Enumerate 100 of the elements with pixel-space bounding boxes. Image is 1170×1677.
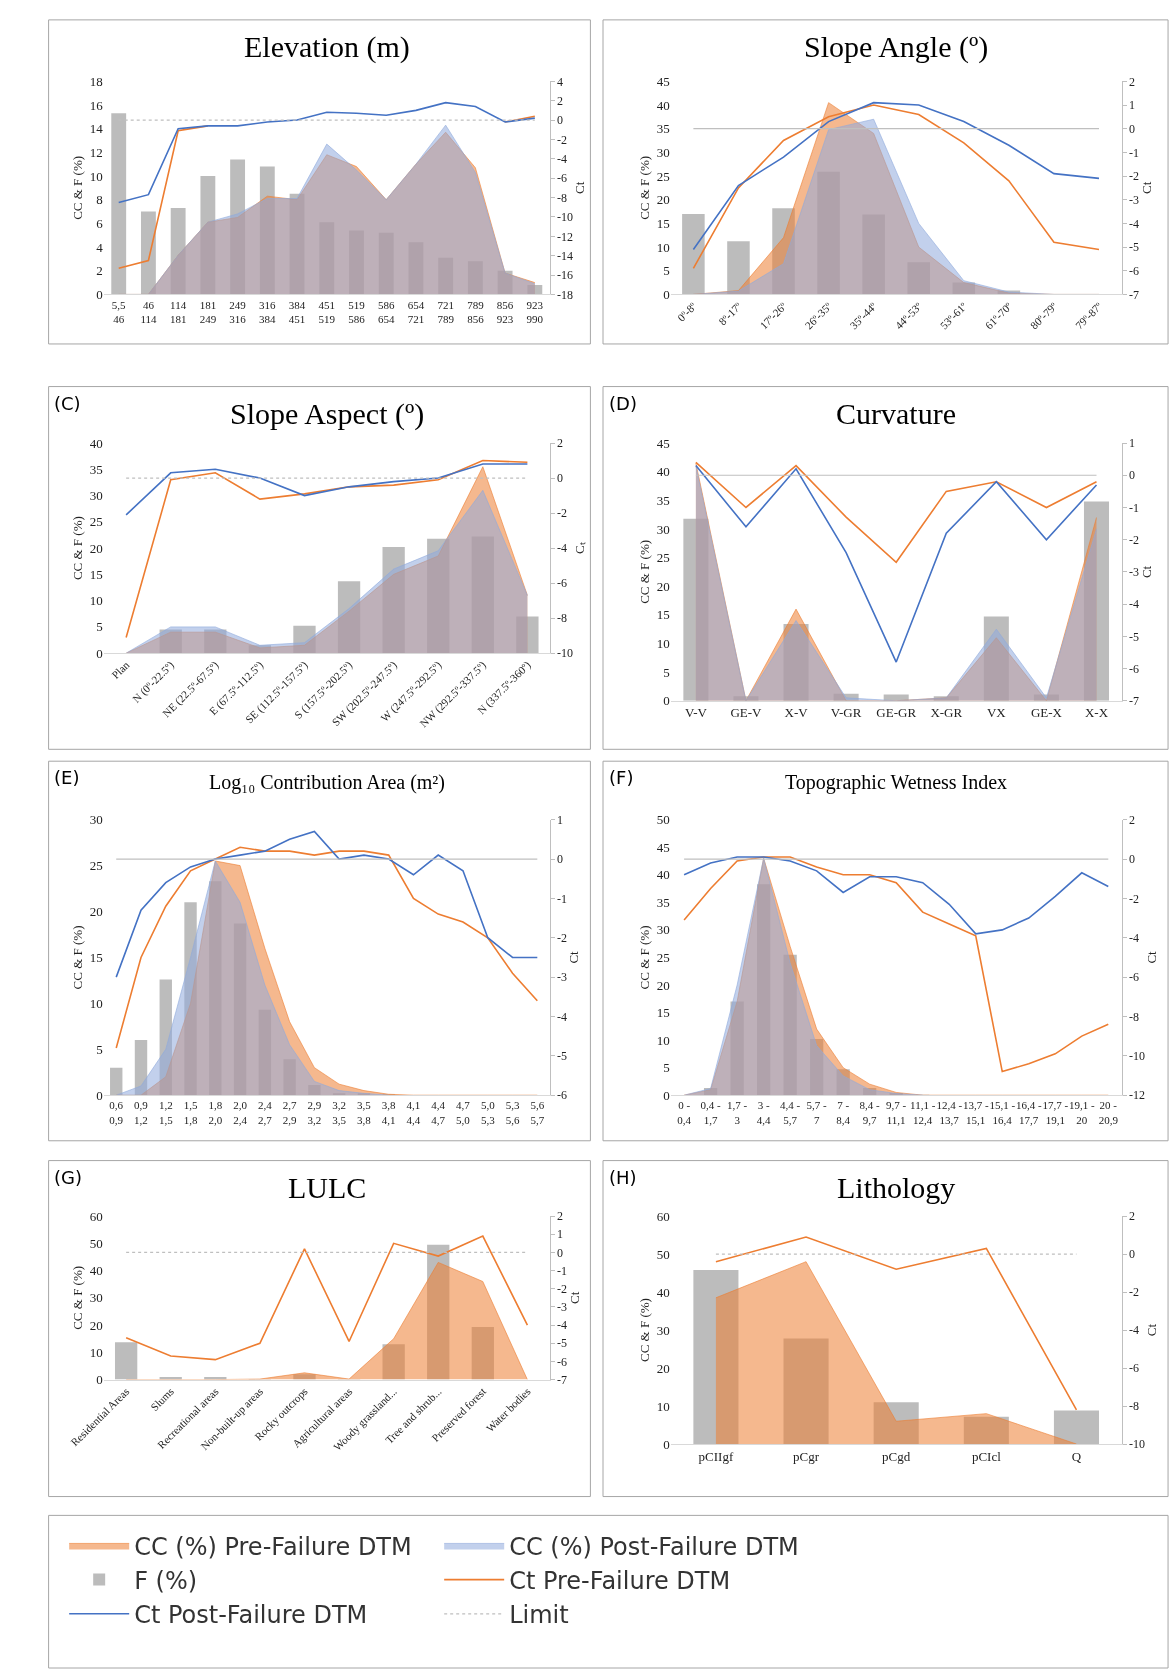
y-tick-label: 18 xyxy=(89,73,103,89)
text: (H) xyxy=(609,1167,637,1188)
y2-tick-label: -10 xyxy=(1128,1437,1145,1452)
y2-tick-label: -5 xyxy=(1128,240,1139,255)
x-tick-label: 316 384 xyxy=(259,298,277,325)
y-tick-label: 30 xyxy=(89,812,103,828)
y2-tick-label: 0 xyxy=(557,852,564,867)
chart-title: Curvature xyxy=(836,397,956,430)
y2-tick-label: 1 xyxy=(557,1227,564,1242)
x-tick-label: X-X xyxy=(1084,705,1109,721)
y2-tick-label: -7 xyxy=(1128,693,1139,708)
x-tick-label: pCIIgf xyxy=(698,1448,734,1464)
y2-tick-label: 1 xyxy=(557,812,564,827)
y-axis-title: CC & F (%) xyxy=(636,1298,652,1363)
y2-tick-label: -5 xyxy=(557,1049,568,1064)
y2-axis-title: Ct xyxy=(565,950,581,964)
x-tick-label: V-GR xyxy=(830,705,862,721)
chart-title: Lithology xyxy=(837,1171,956,1204)
y-tick-label: 10 xyxy=(89,168,103,184)
y-tick-label: 14 xyxy=(89,121,104,137)
x-tick-label: 19,1 - 20 xyxy=(1068,1099,1095,1126)
y2-axis-title: Ct xyxy=(1143,950,1159,964)
x-tick-label: 249 316 xyxy=(229,298,247,325)
y2-tick-label: 4 xyxy=(557,74,564,89)
text: (G) xyxy=(54,1167,82,1188)
y2-tick-label: 0 xyxy=(1128,852,1135,867)
y2-tick-label: -5 xyxy=(557,1336,568,1351)
y2-tick-label: -4 xyxy=(1128,930,1139,945)
y-tick-label: 10 xyxy=(656,1032,670,1048)
x-tick-label: 181 249 xyxy=(199,298,217,325)
y-tick-label: 35 xyxy=(89,461,103,477)
y-axis-title: CC & F (%) xyxy=(69,155,85,220)
x-tick-label: 856 923 xyxy=(496,298,514,325)
y2-tick-label: -2 xyxy=(1128,1285,1139,1300)
x-tick-label: V-V xyxy=(684,705,708,721)
x-tick-label: 13,7 - 15,1 xyxy=(962,1099,989,1126)
legend-label: CC (%) Pre-Failure DTM xyxy=(134,1532,412,1561)
y-tick-label: 25 xyxy=(656,949,670,965)
x-tick-label: 654 721 xyxy=(407,298,425,325)
x-tick-label: 0,6 0,9 xyxy=(109,1099,124,1126)
y-tick-label: 50 xyxy=(656,812,670,828)
y2-tick-label: 2 xyxy=(557,436,564,451)
y2-tick-label: -3 xyxy=(557,970,568,985)
y2-tick-label: 1 xyxy=(1128,98,1135,113)
y-tick-label: 10 xyxy=(656,239,670,255)
x-tick-label: 519 586 xyxy=(348,298,366,325)
y2-axis-title: Ct xyxy=(1138,181,1154,195)
y-axis-title: CC & F (%) xyxy=(636,155,652,220)
y2-axis-title: Ct xyxy=(567,1291,583,1304)
y2-tick-label: -14 xyxy=(557,248,574,263)
y-tick-label: 8 xyxy=(96,192,103,208)
y-tick-label: 0 xyxy=(96,645,103,661)
y-tick-label: 30 xyxy=(89,488,103,504)
x-tick-label: 923 990 xyxy=(526,298,544,325)
y2-tick-label: -2 xyxy=(557,1281,568,1296)
y2-tick-label: -8 xyxy=(1128,1009,1139,1024)
x-tick-label: Q xyxy=(1071,1448,1082,1464)
x-tick-label: 3,2 3,5 xyxy=(332,1099,347,1126)
y2-tick-label: -8 xyxy=(557,611,568,626)
y-tick-label: 40 xyxy=(656,867,670,883)
y2-tick-label: -1 xyxy=(557,891,568,906)
y-tick-label: 45 xyxy=(656,73,670,89)
y2-tick-label: -6 xyxy=(557,1354,568,1369)
y2-tick-label: -8 xyxy=(557,190,568,205)
y2-tick-label: -4 xyxy=(1128,216,1139,231)
chart-title: LULC xyxy=(288,1171,367,1204)
y2-tick-label: 1 xyxy=(1128,436,1135,451)
x-tick-label: GE-V xyxy=(730,705,763,721)
y-tick-label: 5 xyxy=(96,1041,103,1057)
x-tick-label: 5,0 5,3 xyxy=(480,1099,496,1126)
x-tick-label: 2,0 2,4 xyxy=(233,1099,248,1126)
x-tick-label: pCgr xyxy=(793,1448,820,1464)
y2-tick-label: 0 xyxy=(1128,121,1135,136)
y2-tick-label: -2 xyxy=(1128,169,1139,184)
y-tick-label: 5 xyxy=(663,664,670,680)
y2-tick-label: -2 xyxy=(1128,532,1139,547)
y2-tick-label: -6 xyxy=(1128,1361,1139,1376)
y2-tick-label: -3 xyxy=(557,1300,568,1315)
y-tick-label: 30 xyxy=(89,1290,103,1306)
y2-tick-label: -12 xyxy=(557,229,574,244)
y2-tick-label: 0 xyxy=(1128,468,1135,483)
y2-tick-label: -12 xyxy=(1128,1088,1145,1103)
chart-title: Log₁₀ Contribution Area (m²) xyxy=(209,771,446,794)
legend-label: Ct Post-Failure DTM xyxy=(134,1601,368,1630)
y-tick-label: 5 xyxy=(663,1060,670,1076)
y-tick-label: 20 xyxy=(656,1360,670,1376)
x-tick-label: 5,5 46 xyxy=(111,298,127,325)
y-axis-title: CC & F (%) xyxy=(636,925,652,990)
text: (E) xyxy=(54,767,80,788)
y-tick-label: 35 xyxy=(656,894,670,910)
y-tick-label: 0 xyxy=(663,1087,670,1103)
x-tick-label: 586 654 xyxy=(377,298,395,325)
y2-axis-title: Ct xyxy=(571,181,587,195)
y2-tick-label: 0 xyxy=(557,113,564,128)
y2-tick-label: -10 xyxy=(1128,1049,1145,1064)
x-tick-label: X-V xyxy=(784,705,809,721)
y-tick-label: 30 xyxy=(656,144,670,160)
x-tick-label: 384 451 xyxy=(288,298,306,325)
y-tick-label: 60 xyxy=(89,1208,103,1224)
y2-tick-label: 0 xyxy=(1128,1247,1135,1262)
